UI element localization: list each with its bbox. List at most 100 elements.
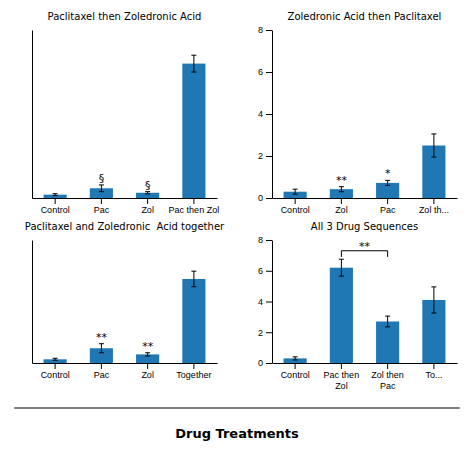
tick-label: Pac thenZol	[324, 370, 360, 390]
tick-label-line: Control	[41, 205, 70, 215]
error-bar	[339, 259, 344, 276]
tick-mark	[55, 363, 56, 369]
tick: Pac then Zol	[169, 198, 220, 215]
tick-label-line: Pac	[380, 205, 396, 215]
tick-mark	[266, 156, 272, 157]
x-axis: Control Pac Zol Pac then Zol	[33, 198, 220, 215]
tick-mark	[193, 198, 194, 204]
x-axis: Control Zol Pac Zol th...	[273, 198, 458, 215]
tick-label: Zol	[141, 370, 154, 380]
tick: 4	[258, 297, 272, 307]
tick: To...	[425, 363, 442, 380]
tick: Pac thenZol	[324, 363, 360, 391]
error-bar	[99, 185, 104, 192]
tick-label-line: Pac	[94, 205, 110, 215]
tick-label-line: Pac then	[324, 370, 360, 380]
tick: Zol	[141, 198, 154, 215]
tick: 6	[258, 67, 272, 77]
tick: 8	[258, 25, 272, 35]
error-bar	[293, 189, 298, 194]
tick-label: 8	[258, 25, 263, 35]
error-bar	[385, 180, 390, 185]
annotation: *	[385, 167, 391, 180]
error-bar	[431, 134, 436, 157]
tick-label: Pac	[94, 370, 110, 380]
error-bar	[293, 357, 298, 360]
title: Paclitaxel then Zoledronic Acid	[48, 11, 202, 22]
tick-label: Control	[41, 370, 70, 380]
tick-mark	[295, 363, 296, 369]
tick-label-line: Zol	[335, 205, 348, 215]
tick: Control	[41, 198, 70, 215]
annotation: **	[142, 340, 154, 353]
tick-mark	[266, 271, 272, 272]
tick: 4	[258, 109, 272, 119]
error-bar	[145, 192, 150, 194]
error-bar	[431, 287, 436, 313]
tick-mark	[266, 240, 272, 241]
axis-line	[33, 198, 218, 199]
tick-label: 6	[258, 67, 263, 77]
tick-label: Control	[281, 205, 310, 215]
tick-mark	[266, 363, 272, 364]
error-bar	[339, 187, 344, 192]
tick-label-line: Together	[176, 370, 211, 380]
tick-mark	[387, 363, 388, 369]
panel: Zoledronic Acid then PaclitaxelControlZo…	[258, 11, 458, 215]
y-axis: 0 2 4 6 8	[258, 235, 273, 368]
tick-label: Control	[281, 370, 310, 380]
tick-label-line: Pac	[94, 370, 110, 380]
error-bar	[385, 316, 390, 327]
bar	[376, 321, 399, 363]
tick: 0	[258, 358, 272, 368]
tick-label: Zol th...	[419, 205, 449, 215]
tick-label: Control	[41, 205, 70, 215]
x-axis: Control Pac thenZol Zol thenPac To...	[273, 363, 458, 391]
tick-mark	[266, 302, 272, 303]
panel: Paclitaxel and Zoledronic Acid togetherC…	[25, 221, 225, 380]
y-axis: 0 2 4 6 8	[258, 25, 273, 203]
axis-line	[32, 31, 33, 199]
tick: 8	[258, 235, 272, 245]
tick-label-line: Zol	[335, 381, 348, 391]
tick-label: 2	[258, 151, 263, 161]
tick-mark	[433, 198, 434, 204]
tick: Pac	[94, 198, 110, 215]
tick: Control	[281, 363, 310, 380]
tick-mark	[433, 363, 434, 369]
tick-mark	[101, 198, 102, 204]
error-bar	[191, 271, 196, 287]
tick-label: 4	[258, 297, 263, 307]
tick: Zol	[335, 198, 348, 215]
annotation: §	[99, 172, 105, 185]
tick-label-line: Zol th...	[419, 205, 449, 215]
tick: Zol	[141, 363, 154, 380]
tick-mark	[147, 198, 148, 204]
tick-mark	[266, 114, 272, 115]
error-bar	[145, 353, 150, 356]
tick-mark	[266, 72, 272, 73]
tick: 6	[258, 266, 272, 276]
separator	[14, 407, 460, 408]
tick-label: 0	[258, 193, 263, 203]
tick: Together	[176, 363, 211, 380]
tick: Pac	[94, 363, 110, 380]
axis-line	[273, 198, 458, 199]
tick: 2	[258, 151, 272, 161]
tick-mark	[266, 198, 272, 199]
annotation: **	[96, 331, 108, 344]
tick-label: To...	[425, 370, 442, 380]
tick-label: 2	[258, 328, 263, 338]
marks	[284, 259, 446, 363]
tick-mark	[147, 363, 148, 369]
figure: Paclitaxel then Zoledronic AcidControlPa…	[0, 0, 474, 474]
tick: Zol thenPac	[371, 363, 404, 391]
y-axis	[32, 31, 33, 199]
bar	[182, 279, 205, 363]
axis-line	[272, 31, 273, 199]
tick-mark	[266, 332, 272, 333]
tick-label-line: Control	[281, 370, 310, 380]
bar	[182, 64, 205, 198]
bar	[44, 195, 67, 198]
panel: All 3 Drug SequencesControlPac thenZolZo…	[258, 221, 458, 391]
